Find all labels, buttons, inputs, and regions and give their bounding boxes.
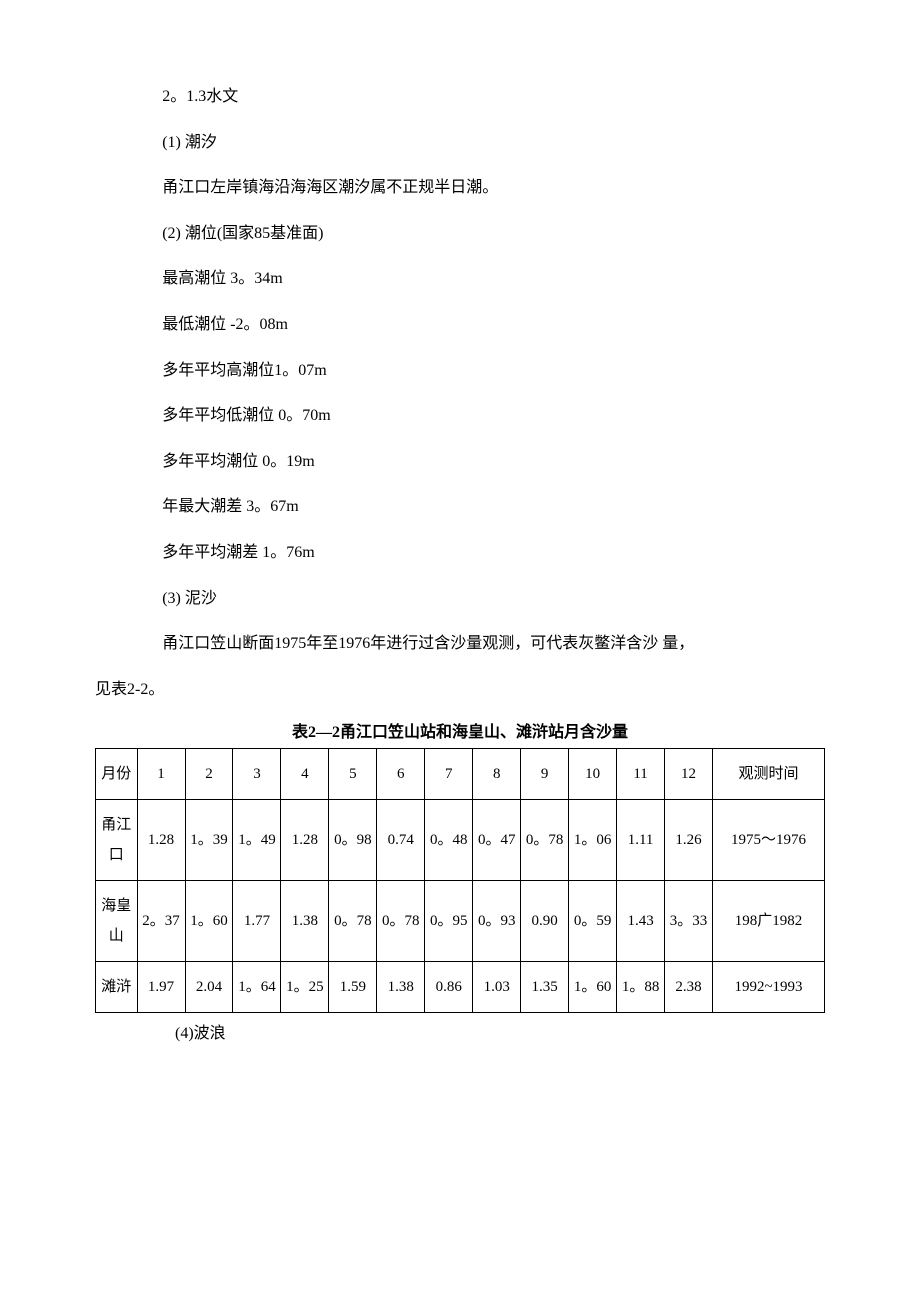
cell: 1.28	[281, 800, 329, 881]
cell: 1。25	[281, 962, 329, 1013]
cell: 1.59	[329, 962, 377, 1013]
table-header-row: 月份 1 2 3 4 5 6 7 8 9 10 11 12 观测时间	[96, 749, 825, 800]
cell: 3。33	[665, 881, 713, 962]
col-header: 4	[281, 749, 329, 800]
row-label: 滩浒	[96, 962, 138, 1013]
cell: 0。78	[377, 881, 425, 962]
cell: 1。60	[569, 962, 617, 1013]
cell: 1。64	[233, 962, 281, 1013]
cell: 1.03	[473, 962, 521, 1013]
cell: 1.35	[521, 962, 569, 1013]
cell: 0.86	[425, 962, 473, 1013]
cell: 0.90	[521, 881, 569, 962]
cell: 1。06	[569, 800, 617, 881]
cell: 0。48	[425, 800, 473, 881]
sediment-table: 月份 1 2 3 4 5 6 7 8 9 10 11 12 观测时间 甬江口 1…	[95, 748, 825, 1013]
col-header: 12	[665, 749, 713, 800]
table-row: 甬江口 1.28 1。39 1。49 1.28 0。98 0.74 0。48 0…	[96, 800, 825, 881]
body-line: 见表2-2。	[95, 673, 825, 707]
col-header: 10	[569, 749, 617, 800]
col-header: 7	[425, 749, 473, 800]
cell: 1992~1993	[713, 962, 825, 1013]
table-title: 表2—2甬江口笠山站和海皇山、滩浒站月含沙量	[95, 718, 825, 742]
row-label: 海皇山	[96, 881, 138, 962]
body-line: (2) 潮位(国家85基准面)	[95, 217, 825, 251]
cell: 0。93	[473, 881, 521, 962]
cell: 1.11	[617, 800, 665, 881]
cell: 1.43	[617, 881, 665, 962]
cell: 1.28	[137, 800, 185, 881]
table-row: 海皇山 2。37 1。60 1.77 1.38 0。78 0。78 0。95 0…	[96, 881, 825, 962]
cell: 1975～1976	[713, 800, 825, 881]
cell: 1。49	[233, 800, 281, 881]
col-header: 5	[329, 749, 377, 800]
body-line: 年最大潮差 3。67m	[95, 490, 825, 524]
cell: 2.38	[665, 962, 713, 1013]
cell: 1.38	[377, 962, 425, 1013]
col-header: 观测时间	[713, 749, 825, 800]
cell: 198广1982	[713, 881, 825, 962]
body-line: (3) 泥沙	[95, 582, 825, 616]
body-line: (1) 潮汐	[95, 126, 825, 160]
col-header: 11	[617, 749, 665, 800]
cell: 1。88	[617, 962, 665, 1013]
cell: 0。95	[425, 881, 473, 962]
cell: 0。78	[521, 800, 569, 881]
col-header: 9	[521, 749, 569, 800]
cell: 1.97	[137, 962, 185, 1013]
col-header: 2	[185, 749, 233, 800]
cell: 2。37	[137, 881, 185, 962]
table-row: 滩浒 1.97 2.04 1。64 1。25 1.59 1.38 0.86 1.…	[96, 962, 825, 1013]
cell: 0.74	[377, 800, 425, 881]
cell: 0。98	[329, 800, 377, 881]
cell: 0。78	[329, 881, 377, 962]
body-line: 最低潮位 -2。08m	[95, 308, 825, 342]
body-line: 甬江口左岸镇海沿海海区潮汐属不正规半日潮。	[95, 171, 825, 205]
body-line: 2。1.3水文	[95, 80, 825, 114]
col-header: 3	[233, 749, 281, 800]
cell: 0。59	[569, 881, 617, 962]
body-line: 多年平均潮差 1。76m	[95, 536, 825, 570]
cell: 1。39	[185, 800, 233, 881]
after-table-block: (4)波浪	[95, 1017, 825, 1051]
col-header: 6	[377, 749, 425, 800]
body-text-block: 2。1.3水文 (1) 潮汐 甬江口左岸镇海沿海海区潮汐属不正规半日潮。 (2)…	[95, 80, 825, 706]
body-line: 多年平均高潮位1。07m	[95, 354, 825, 388]
body-line: 多年平均低潮位 0。70m	[95, 399, 825, 433]
col-header: 月份	[96, 749, 138, 800]
body-line: 最高潮位 3。34m	[95, 262, 825, 296]
row-label: 甬江口	[96, 800, 138, 881]
cell: 1.38	[281, 881, 329, 962]
cell: 0。47	[473, 800, 521, 881]
body-line: 甬江口笠山断面1975年至1976年进行过含沙量观测，可代表灰鳖洋含沙 量，	[95, 627, 825, 661]
cell: 2.04	[185, 962, 233, 1013]
cell: 1.26	[665, 800, 713, 881]
body-line: (4)波浪	[95, 1017, 825, 1051]
col-header: 8	[473, 749, 521, 800]
col-header: 1	[137, 749, 185, 800]
cell: 1.77	[233, 881, 281, 962]
cell: 1。60	[185, 881, 233, 962]
document-page: 2。1.3水文 (1) 潮汐 甬江口左岸镇海沿海海区潮汐属不正规半日潮。 (2)…	[0, 0, 920, 1111]
body-line: 多年平均潮位 0。19m	[95, 445, 825, 479]
